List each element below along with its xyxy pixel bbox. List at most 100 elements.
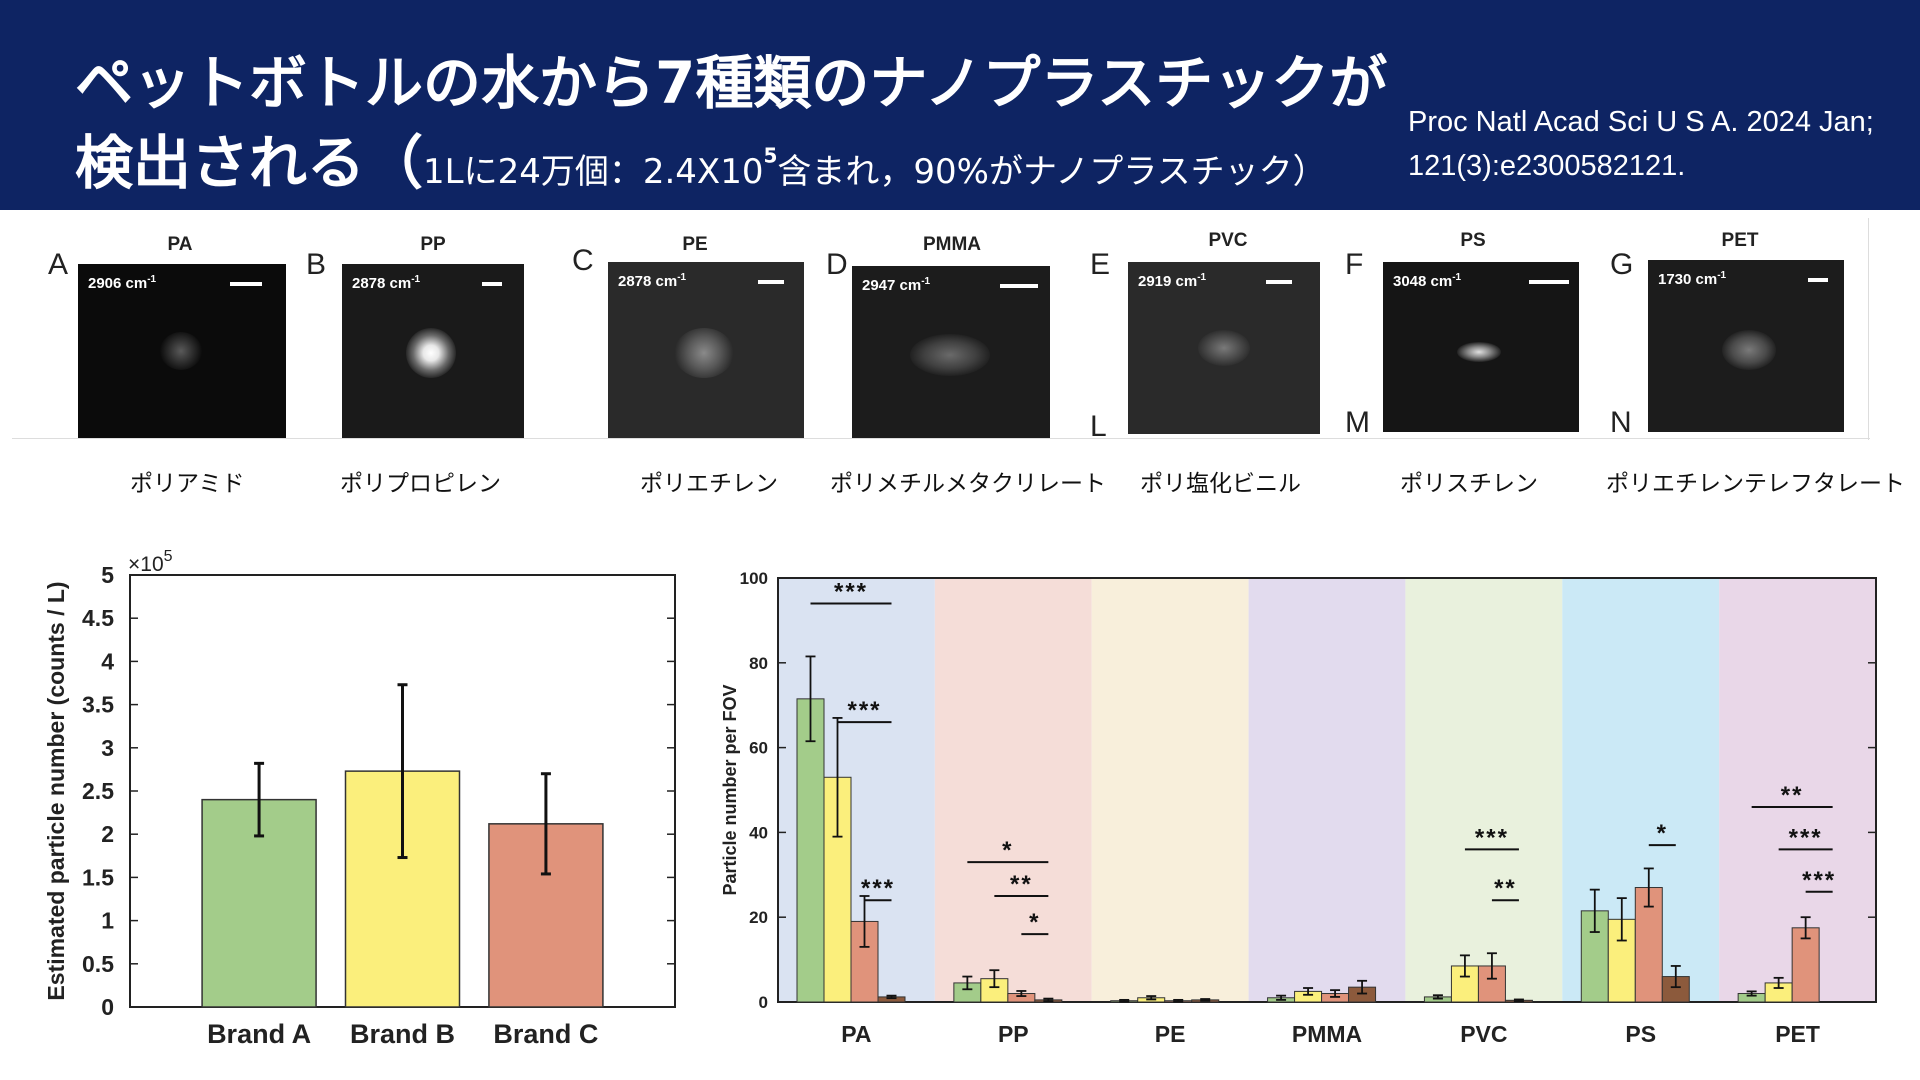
group-background [1405, 578, 1563, 1002]
wavenumber-label: 2919 cm-1 [1138, 272, 1207, 290]
panel-title: PP [420, 234, 446, 255]
group-background [1248, 578, 1406, 1002]
citation-line2: 121(3):e2300582121. [1408, 150, 1686, 182]
x-tick-label: PS [1625, 1021, 1656, 1047]
title-sup-text: 5 [763, 143, 778, 168]
microscopy-image: 1730 cm-1 [1648, 260, 1844, 432]
panel-title: PS [1460, 230, 1486, 251]
y-tick-label: 3.5 [82, 692, 114, 718]
x-tick-label: PE [1155, 1021, 1186, 1047]
y-axis-label: Particle number per FOV [720, 684, 740, 895]
title-sub-text-a: 1Lに24万個：2.4X10 [423, 152, 764, 192]
citation-line1: Proc Natl Acad Sci U S A. 2024 Jan; [1408, 106, 1874, 138]
panel-corner-letter: N [1610, 406, 1632, 439]
scale-bar [1529, 280, 1569, 284]
brand-bar-chart: 0 0.5 1 1.5 2 2.5 3 3.5 4 4.5 5 ×105 Estimated parti… [43, 548, 676, 1049]
panel-corner-letter: L [1090, 410, 1107, 443]
group-background [934, 578, 1092, 1002]
jp-name-pe: ポリエチレン [640, 471, 778, 497]
y-tick-label: 0 [759, 993, 768, 1012]
jp-name-pvc: ポリ塩化ビニル [1140, 471, 1301, 497]
y-tick-label: 5 [101, 562, 114, 588]
microscopy-panel-row: PA A 2906 cm-1 PP B 2878 cm-1 PE C 2878 … [0, 214, 1920, 444]
significance-label: * [1657, 820, 1668, 847]
panel-letter: F [1345, 248, 1364, 281]
y-tick-label: 1 [101, 908, 114, 934]
y-tick-label: 0 [101, 994, 114, 1020]
scale-bar [482, 282, 502, 286]
bar [1661, 976, 1690, 1003]
panel-corner-letter: M [1345, 406, 1370, 439]
panel-title: PET [1721, 230, 1759, 251]
panel-letter: E [1090, 248, 1111, 281]
x-tick-label: PVC [1460, 1021, 1507, 1047]
x-tick-label: PA [841, 1021, 871, 1047]
significance-label: ** [1781, 782, 1804, 809]
significance-label: *** [834, 578, 868, 605]
slide-title-line1: ペットボトルの水から7種類のナノプラスチックが [75, 49, 1388, 117]
y-tick-label: 40 [749, 823, 768, 842]
title-sub-text-b: 含まれ，90%がナノプラスチック） [777, 152, 1327, 192]
y-tick-label: 3 [101, 735, 114, 761]
wavenumber-label: 2906 cm-1 [88, 274, 157, 292]
significance-label: *** [1475, 824, 1509, 851]
significance-label: *** [847, 697, 881, 724]
microscopy-image: 2919 cm-1 [1128, 262, 1320, 434]
panel-letter: D [826, 248, 848, 281]
microscopy-image: 2947 cm-1 [852, 266, 1050, 438]
y-tick-label: 4.5 [82, 605, 114, 631]
panel-title: PE [682, 234, 708, 255]
panel-letter: G [1610, 248, 1634, 281]
jp-name-pa: ポリアミド [130, 471, 245, 497]
polymer-bar-chart: 0 20 40 60 80 100 Particle number per FOV PA PP P… [720, 569, 1877, 1047]
wavenumber-label: 3048 cm-1 [1393, 272, 1462, 290]
y-axis-label: Estimated particle number (counts / L) [43, 581, 69, 1000]
significance-label: *** [1802, 867, 1836, 894]
panel-title: PVC [1208, 230, 1248, 251]
x-tick-label: PET [1775, 1021, 1820, 1047]
y-tick-label: 0.5 [82, 951, 114, 977]
citation: Proc Natl Acad Sci U S A. 2024 Jan; 121(… [1408, 100, 1874, 188]
panel-letter: C [572, 244, 594, 277]
y-tick-label: 20 [749, 908, 768, 927]
x-tick-label: PMMA [1292, 1021, 1362, 1047]
group-background [1091, 578, 1249, 1002]
scale-bar [1266, 280, 1292, 284]
scale-bar [1808, 278, 1828, 282]
x-tick-label: PP [998, 1021, 1029, 1047]
jp-name-pp: ポリプロピレン [340, 471, 501, 497]
wavenumber-label: 2947 cm-1 [862, 276, 931, 294]
wavenumber-label: 1730 cm-1 [1658, 270, 1727, 288]
particle-spot [1457, 342, 1501, 362]
bar [796, 698, 825, 1003]
y-tick-label: 80 [749, 654, 768, 673]
x-tick-label: Brand C [493, 1019, 598, 1049]
y-tick-label: 100 [740, 569, 768, 588]
wavenumber-label: 2878 cm-1 [618, 272, 687, 290]
microscopy-image: 2906 cm-1 [78, 264, 286, 438]
microscopy-image: 2878 cm-1 [342, 264, 524, 438]
slide-title-line2: 検出される（1Lに24万個：2.4X105含まれ，90%がナノプラスチック） [75, 116, 1327, 200]
x-tick-label: Brand B [350, 1019, 455, 1049]
panel-border-line [1868, 218, 1869, 440]
y-tick-label: 1.5 [82, 864, 114, 890]
title-banner: ペットボトルの水から7種類のナノプラスチックが 検出される（1Lに24万個：2.… [0, 0, 1920, 210]
panel-divider-line [12, 438, 1870, 439]
significance-label: ** [1494, 875, 1517, 902]
significance-label: ** [1010, 871, 1033, 898]
significance-label: *** [1789, 824, 1823, 851]
y-tick-label: 60 [749, 739, 768, 758]
particle-spot [160, 332, 202, 370]
y-tick-label: 2.5 [82, 778, 114, 804]
jp-name-pet: ポリエチレンテレフタレート [1606, 471, 1905, 497]
wavenumber-label: 2878 cm-1 [352, 274, 421, 292]
axis-multiplier: ×105 [128, 548, 173, 576]
particle-spot [910, 334, 990, 376]
jp-name-pmma: ポリメチルメタクリレート [830, 471, 1106, 497]
microscopy-image: 2878 cm-1 [608, 262, 804, 438]
y-tick-label: 2 [101, 821, 114, 847]
particle-spot [674, 328, 734, 378]
particle-spot [1198, 330, 1250, 366]
scale-bar [758, 280, 784, 284]
particle-spot [1722, 330, 1776, 370]
